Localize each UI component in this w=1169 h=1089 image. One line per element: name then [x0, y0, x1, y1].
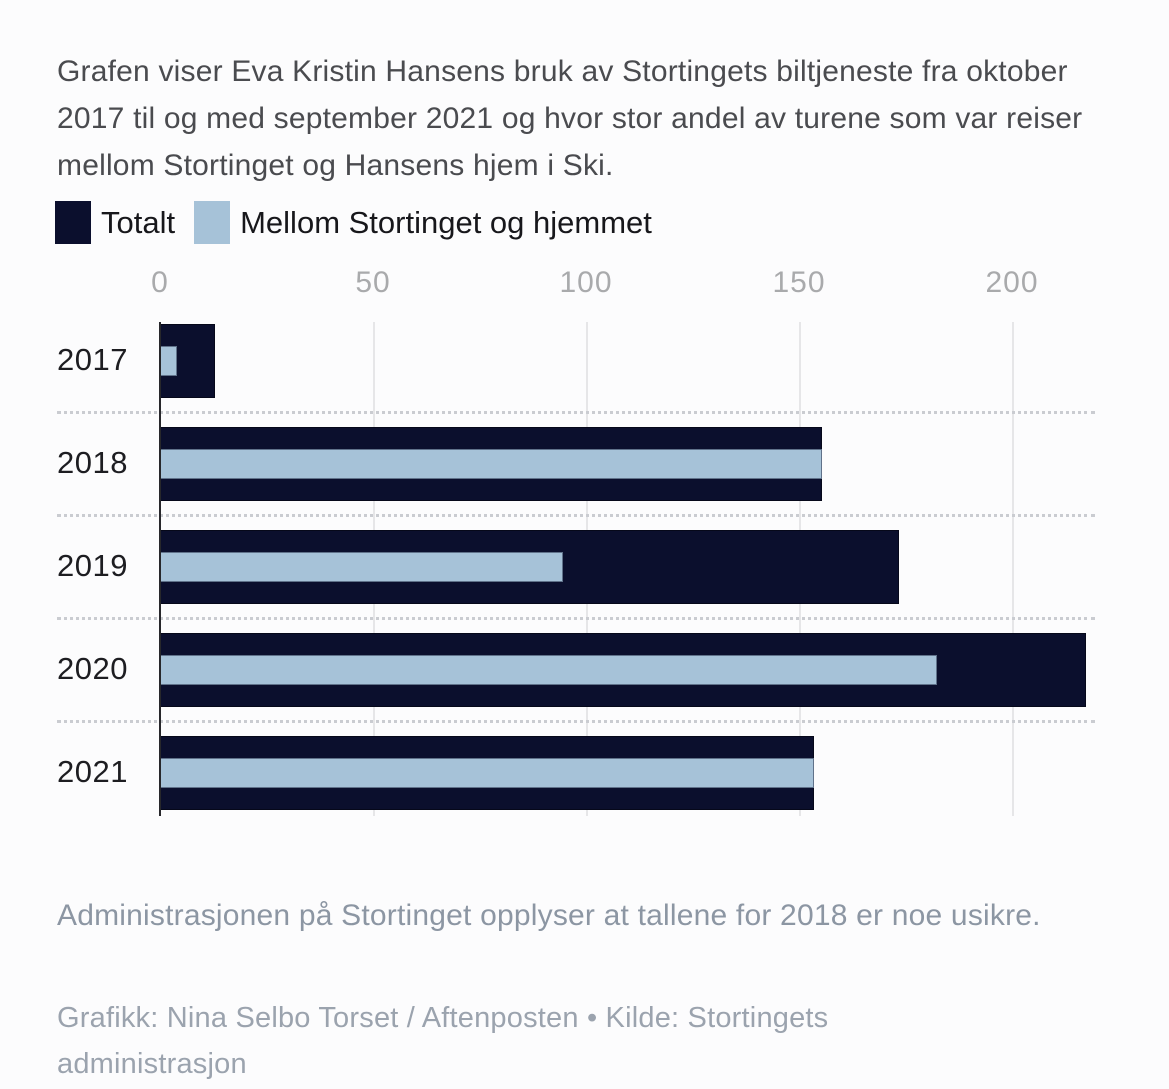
- legend-swatch-mellom-icon: [194, 201, 231, 244]
- gridline-200: [1012, 322, 1015, 816]
- bar-mellom-2019: [160, 552, 564, 582]
- chart-row-2019: 2019: [57, 528, 1110, 631]
- bar-mellom-2018: [160, 449, 823, 479]
- chart-row-2018: 2018: [57, 425, 1110, 528]
- bar-group-2017: [160, 324, 1107, 398]
- category-label-2017: 2017: [57, 342, 128, 377]
- legend-label-totalt: Totalt: [101, 204, 176, 240]
- category-label-2020: 2020: [57, 651, 128, 686]
- bar-rows: 2017 2018 2019 2020 2021: [57, 322, 1110, 837]
- bar-mellom-2020: [160, 655, 938, 685]
- y-axis-line: [159, 322, 161, 816]
- chart-row-2017: 2017: [57, 322, 1110, 425]
- legend-item-totalt: Totalt: [55, 201, 175, 244]
- chart-row-2020: 2020: [57, 631, 1110, 734]
- legend-item-mellom: Mellom Stortinget og hjemmet: [194, 201, 652, 244]
- bar-mellom-2021: [160, 758, 814, 788]
- x-tick-100: 100: [559, 266, 613, 299]
- bar-group-2020: [160, 633, 1107, 707]
- bar-group-2018: [160, 427, 1107, 501]
- bar-mellom-2017: [160, 346, 177, 376]
- x-tick-200: 200: [985, 266, 1039, 299]
- bar-group-2021: [160, 736, 1107, 810]
- x-tick-50: 50: [355, 266, 391, 299]
- row-separator: [57, 411, 1095, 414]
- category-label-2019: 2019: [57, 548, 128, 583]
- footnote: Administrasjonen på Stortinget opplyser …: [57, 899, 1041, 932]
- legend-swatch-totalt-icon: [55, 201, 91, 244]
- x-tick-0: 0: [151, 266, 169, 299]
- credit-line: Grafikk: Nina Selbo Torset / Aftenposten…: [57, 1002, 829, 1080]
- row-separator: [57, 720, 1095, 723]
- chart-title: Grafen viser Eva Kristin Hansens bruk av…: [57, 55, 1083, 182]
- bar-group-2019: [160, 530, 1107, 604]
- legend-label-mellom: Mellom Stortinget og hjemmet: [240, 204, 652, 240]
- chart-legend: Totalt Mellom Stortinget og hjemmet: [55, 201, 671, 244]
- chart-row-2021: 2021: [57, 734, 1110, 837]
- x-axis-ticks: 0 50 100 150 200: [151, 266, 1110, 300]
- x-tick-150: 150: [772, 266, 826, 299]
- category-label-2018: 2018: [57, 445, 128, 480]
- row-separator: [57, 617, 1095, 620]
- category-label-2021: 2021: [57, 754, 128, 789]
- row-separator: [57, 514, 1095, 517]
